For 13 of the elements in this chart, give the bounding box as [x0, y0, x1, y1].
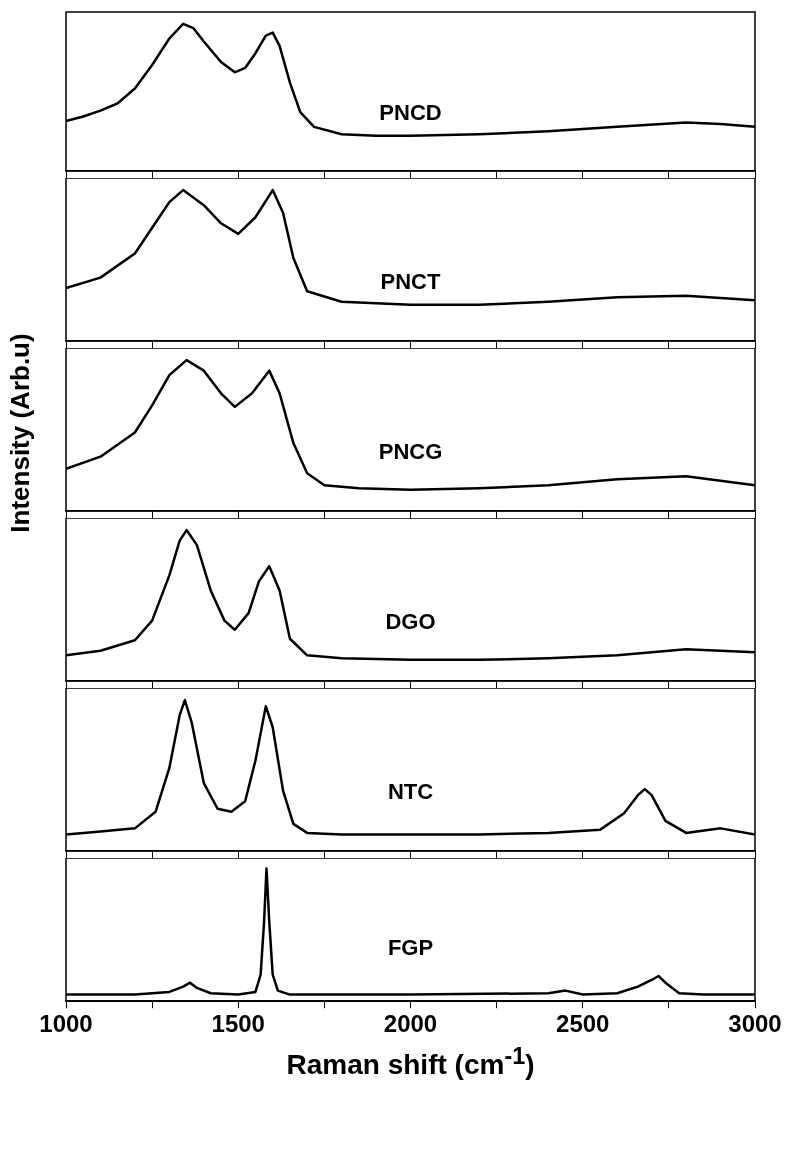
series-label: NTC — [387, 778, 434, 804]
series-label: PNCG — [378, 438, 443, 464]
x-tick-label: 1500 — [211, 1010, 265, 1038]
x-tick-label: 2000 — [383, 1010, 438, 1038]
series-label: FGP — [387, 935, 434, 961]
series-label: PNCT — [380, 268, 441, 294]
x-tick-label: 1000 — [39, 1010, 93, 1038]
y-axis-title: Intensity (Arb.u) — [4, 333, 36, 533]
x-axis-title: Raman shift (cm$^{-1}$) — [285, 1043, 536, 1082]
x-tick-label: 3000 — [728, 1010, 782, 1038]
series-label: PNCD — [379, 100, 442, 126]
x-tick-label: 2500 — [556, 1010, 610, 1038]
series-label: DGO — [385, 608, 436, 634]
